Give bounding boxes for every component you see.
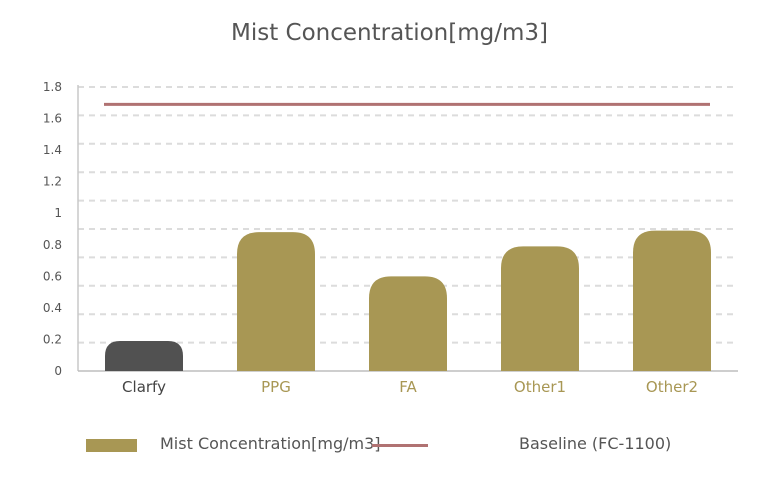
x-tick-label: FA: [399, 378, 417, 396]
bar-clarfy: [105, 341, 183, 371]
x-tick-label: Clarfy: [122, 378, 166, 396]
y-tick-label: 1: [54, 206, 62, 220]
x-tick-label: PPG: [261, 378, 291, 396]
y-tick-label: 0.6: [43, 269, 62, 283]
y-tick-label: 1.8: [43, 80, 62, 94]
bar-other1: [501, 246, 579, 371]
legend-swatch-bar: [86, 439, 137, 452]
legend-swatch-line: [372, 444, 428, 447]
y-tick-label: 0: [54, 364, 62, 378]
legend-label-line: Baseline (FC-1100): [519, 434, 672, 453]
x-tick-label: Other2: [646, 378, 698, 396]
y-tick-label: 1.2: [43, 175, 62, 189]
bar-fa: [369, 276, 447, 371]
y-tick-label: 1.4: [43, 143, 62, 157]
legend-label-bar: Mist Concentration[mg/m3]: [160, 434, 381, 453]
y-tick-label: 0.2: [43, 332, 62, 346]
y-tick-label: 0.8: [43, 238, 62, 252]
chart-title: Mist Concentration[mg/m3]: [231, 20, 548, 46]
bar-other2: [633, 230, 711, 371]
x-tick-label: Other1: [514, 378, 566, 396]
y-tick-label: 0.4: [43, 301, 62, 315]
y-tick-label: 1.6: [43, 112, 62, 126]
bar-ppg: [237, 232, 315, 371]
